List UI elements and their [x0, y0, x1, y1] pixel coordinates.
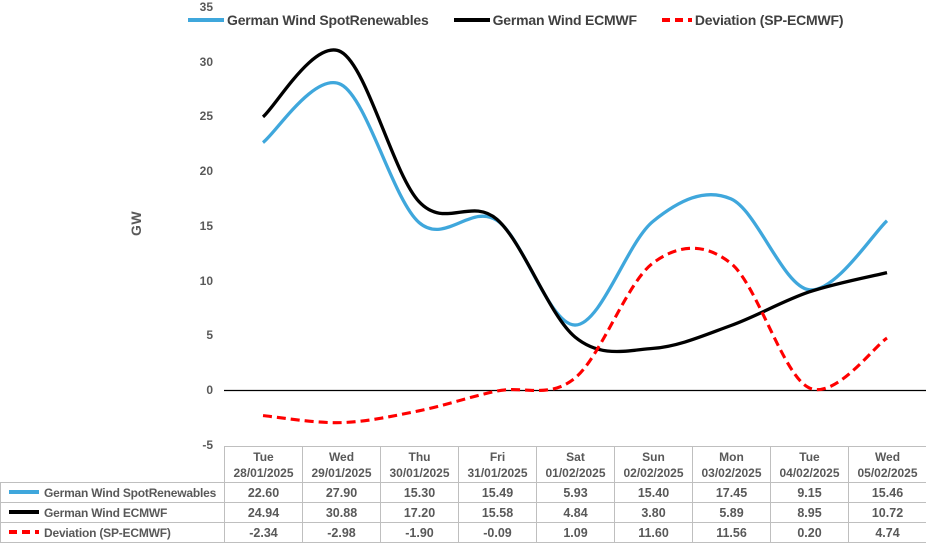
value-cell: 15.46 — [848, 482, 926, 503]
table-corner-cell — [1, 447, 225, 483]
row-label: Deviation (SP-ECMWF) — [44, 525, 171, 540]
column-header-31-01-2025: Fri 31/01/2025 — [458, 446, 537, 483]
column-header-05-02-2025: Wed 05/02/2025 — [848, 446, 926, 483]
header-date: 31/01/2025 — [467, 465, 528, 480]
table-header-row: Tue 28/01/2025 Wed 29/01/2025 Thu 30/01/2025 F… — [1, 446, 926, 483]
legend-item-german-wind-ecmwf: German Wind ECMWF — [453, 12, 637, 28]
header-date: 29/01/2025 — [311, 465, 372, 480]
y-tick-label: 5 — [206, 328, 213, 343]
header-day: Sun — [642, 449, 665, 464]
row-label-cell: Deviation (SP-ECMWF) — [0, 522, 225, 543]
legend-line-sample-solid — [453, 18, 490, 22]
value-cell: -2.98 — [302, 522, 381, 543]
series-line-deviation-sp-ecmwf — [262, 246, 888, 425]
header-day: Wed — [874, 449, 901, 464]
value-cell: 17.20 — [380, 502, 459, 523]
y-tick-label: 10 — [199, 273, 213, 288]
series-line-german-wind-ecmwf — [261, 48, 888, 354]
header-day: Wed — [328, 449, 355, 464]
value-cell: 11.60 — [614, 522, 693, 543]
value-cell: 5.89 — [692, 502, 771, 523]
value-cell: 15.30 — [380, 482, 459, 503]
table-body: German Wind SpotRenewables 22.60 27.90 15.3… — [0, 482, 926, 543]
y-tick-label: 0 — [206, 383, 213, 397]
header-day: Tue — [253, 449, 274, 464]
header-day: Sat — [566, 449, 585, 464]
value-cell: 8.95 — [770, 502, 849, 523]
table-row-german-wind-ecmwf: German Wind ECMWF 24.94 30.88 17.20 15.58 4.8… — [0, 502, 926, 523]
header-date: 05/02/2025 — [857, 465, 918, 480]
header-date: 03/02/2025 — [701, 465, 762, 480]
header-day: Thu — [408, 449, 431, 464]
legend-label: Deviation (SP-ECMWF) — [694, 12, 844, 28]
value-cell: 15.40 — [614, 482, 693, 503]
header-date: 04/02/2025 — [779, 465, 840, 480]
value-cell: 9.15 — [770, 482, 849, 503]
series-line-german-wind-spotrenewables — [261, 80, 889, 327]
chart-legend: German Wind SpotRenewables German Wind EC… — [188, 12, 844, 28]
table-header: Tue 28/01/2025 Wed 29/01/2025 Thu 30/01/2025 F… — [1, 446, 926, 483]
row-line-sample-solid — [9, 490, 39, 495]
legend-label: German Wind SpotRenewables — [227, 12, 429, 28]
header-day: Fri — [489, 449, 506, 464]
column-header-28-01-2025: Tue 28/01/2025 — [224, 446, 303, 483]
value-cell: 22.60 — [224, 482, 303, 503]
y-tick-label: 15 — [199, 218, 213, 233]
value-cell: 15.49 — [458, 482, 537, 503]
value-cell: 11.56 — [692, 522, 771, 543]
row-label-cell: German Wind ECMWF — [0, 502, 225, 523]
legend-item-deviation-sp-ecmwf: Deviation (SP-ECMWF) — [661, 12, 844, 28]
column-header-04-02-2025: Tue 04/02/2025 — [770, 446, 849, 483]
value-cell: -0.09 — [458, 522, 537, 543]
value-cell: -1.90 — [380, 522, 459, 543]
value-cell: 27.90 — [302, 482, 381, 503]
value-cell: 15.58 — [458, 502, 537, 523]
value-cell: 4.74 — [848, 522, 926, 543]
legend-line-sample-dashed — [661, 18, 692, 22]
table-row-deviation-sp-ecmwf: Deviation (SP-ECMWF) -2.34 -2.98 -1.90 -0.09… — [0, 522, 926, 543]
y-tick-label: 35 — [199, 0, 213, 14]
header-date: 28/01/2025 — [233, 465, 294, 480]
header-day: Mon — [719, 449, 744, 464]
header-date: 30/01/2025 — [389, 465, 450, 480]
legend-item-german-wind-spotrenewables: German Wind SpotRenewables — [188, 12, 429, 28]
value-cell: 4.84 — [536, 502, 615, 523]
y-tick-label: 20 — [199, 164, 213, 178]
y-tick-label: 25 — [199, 109, 213, 124]
y-tick-label: -5 — [202, 437, 213, 452]
value-cell: 0.20 — [770, 522, 849, 543]
value-cell: 5.93 — [536, 482, 615, 503]
row-label-cell: German Wind SpotRenewables — [0, 482, 225, 503]
header-date: 01/02/2025 — [545, 465, 606, 480]
column-header-30-01-2025: Thu 30/01/2025 — [380, 446, 459, 483]
data-table: Tue 28/01/2025 Wed 29/01/2025 Thu 30/01/2025 F… — [0, 446, 926, 543]
line-chart-plot-area — [224, 48, 926, 425]
column-header-01-02-2025: Sat 01/02/2025 — [536, 446, 615, 483]
legend-label: German Wind ECMWF — [492, 12, 637, 28]
value-cell: -2.34 — [224, 522, 303, 543]
header-date: 02/02/2025 — [623, 465, 684, 480]
column-header-29-01-2025: Wed 29/01/2025 — [302, 446, 381, 483]
table-row-german-wind-spotrenewables: German Wind SpotRenewables 22.60 27.90 15.3… — [0, 482, 926, 503]
row-line-sample-dashed — [9, 530, 39, 535]
row-line-sample-solid — [9, 510, 39, 515]
value-cell: 24.94 — [224, 502, 303, 523]
row-label: German Wind SpotRenewables — [44, 485, 217, 500]
value-cell: 3.80 — [614, 502, 693, 523]
legend-line-sample-solid — [188, 18, 224, 22]
header-day: Tue — [799, 449, 820, 464]
value-cell: 10.72 — [848, 502, 926, 523]
column-header-03-02-2025: Mon 03/02/2025 — [692, 446, 771, 483]
column-header-02-02-2025: Sun 02/02/2025 — [614, 446, 693, 483]
y-tick-label: 30 — [199, 54, 213, 69]
value-cell: 1.09 — [536, 522, 615, 543]
y-axis-title: GW — [128, 210, 144, 236]
value-cell: 30.88 — [302, 502, 381, 523]
value-cell: 17.45 — [692, 482, 771, 503]
row-label: German Wind ECMWF — [44, 505, 168, 520]
